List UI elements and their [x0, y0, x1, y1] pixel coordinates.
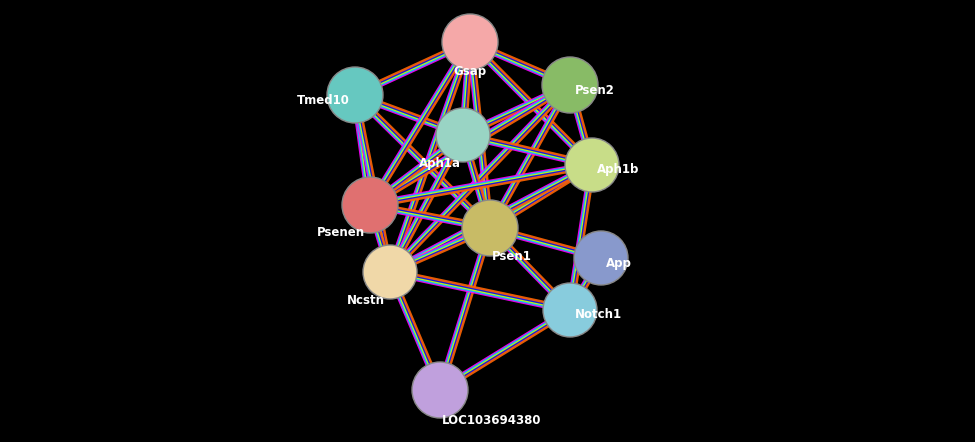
Circle shape: [342, 177, 398, 233]
Text: Notch1: Notch1: [575, 309, 622, 321]
Circle shape: [363, 245, 417, 299]
Circle shape: [543, 283, 597, 337]
Text: Psenen: Psenen: [317, 226, 365, 240]
Circle shape: [542, 57, 598, 113]
Text: Aph1b: Aph1b: [597, 164, 640, 176]
Circle shape: [436, 108, 490, 162]
Text: App: App: [606, 256, 632, 270]
Text: Psen2: Psen2: [575, 84, 615, 96]
Text: LOC103694380: LOC103694380: [442, 414, 541, 427]
Circle shape: [574, 231, 628, 285]
Text: Tmed10: Tmed10: [297, 94, 350, 107]
Circle shape: [412, 362, 468, 418]
Circle shape: [442, 14, 498, 70]
Circle shape: [327, 67, 383, 123]
Text: Gsap: Gsap: [453, 65, 487, 79]
Text: Ncstn: Ncstn: [347, 293, 385, 306]
Text: Aph1a: Aph1a: [419, 156, 461, 169]
Text: Psen1: Psen1: [492, 249, 532, 263]
Circle shape: [565, 138, 619, 192]
Circle shape: [462, 200, 518, 256]
